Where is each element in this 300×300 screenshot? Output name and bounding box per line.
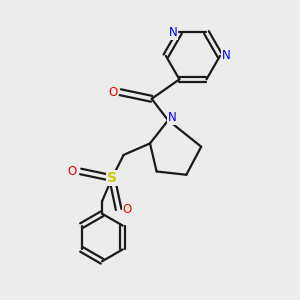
- Text: O: O: [68, 165, 77, 178]
- Text: O: O: [122, 203, 131, 216]
- Text: N: N: [168, 111, 176, 124]
- Text: S: S: [107, 171, 117, 185]
- Text: N: N: [222, 50, 230, 62]
- Text: N: N: [169, 26, 178, 39]
- Text: O: O: [108, 86, 118, 99]
